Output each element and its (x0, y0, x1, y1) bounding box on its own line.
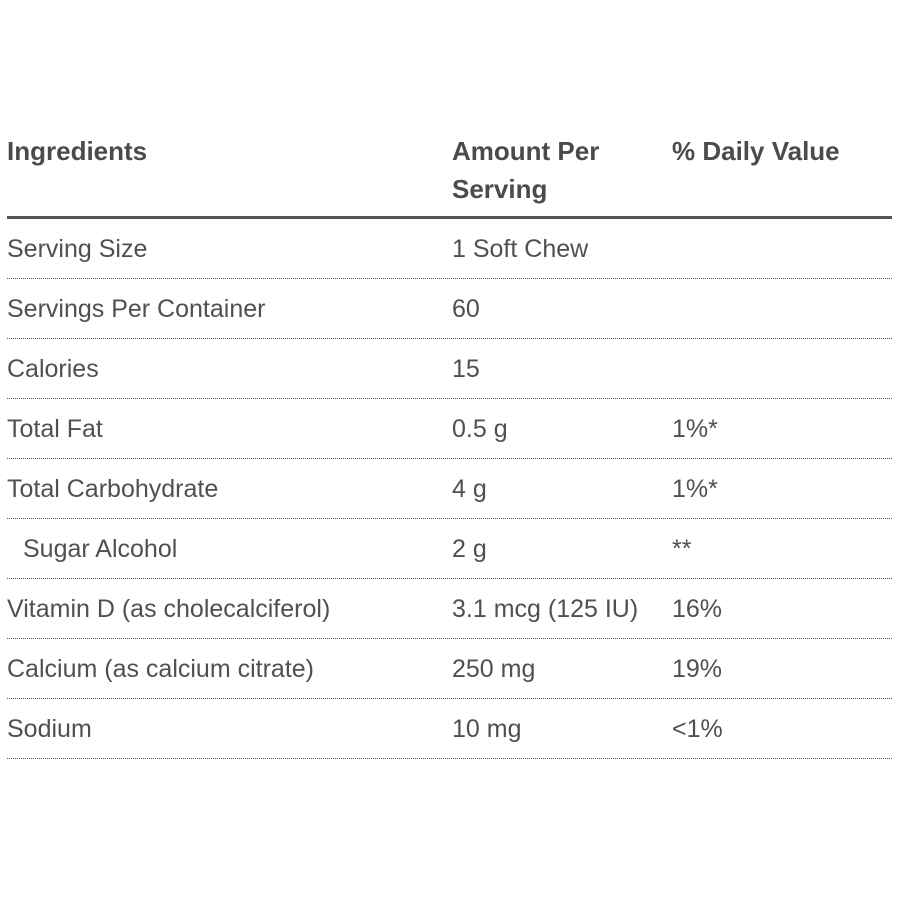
row-dv: ** (672, 535, 692, 563)
row-name: Sugar Alcohol (23, 535, 178, 563)
table-row: Total Carbohydrate 4 g 1%* (7, 459, 892, 519)
row-name: Servings Per Container (7, 295, 266, 323)
row-name: Calcium (as calcium citrate) (7, 655, 315, 683)
row-name: Total Fat (7, 415, 103, 443)
row-amount: 3.1 mcg (125 IU) (452, 595, 639, 623)
row-amount: 15 (452, 355, 480, 383)
table-row: Calories 15 (7, 339, 892, 399)
row-name: Serving Size (7, 235, 148, 263)
header-amount: Amount Per Serving (452, 136, 600, 204)
table-row: Vitamin D (as cholecalciferol) 3.1 mcg (… (7, 579, 892, 639)
row-name: Calories (7, 355, 99, 383)
row-dv: 19% (672, 655, 723, 683)
row-dv: 1%* (672, 475, 718, 503)
row-amount: 4 g (452, 475, 487, 503)
row-dv: 1%* (672, 415, 718, 443)
table-row: Sugar Alcohol 2 g ** (7, 519, 892, 579)
row-name: Vitamin D (as cholecalciferol) (7, 595, 331, 623)
header-daily-value: % Daily Value (672, 136, 840, 166)
row-amount: 60 (452, 295, 480, 323)
row-dv: <1% (672, 715, 723, 743)
row-dv: 16% (672, 595, 723, 623)
row-name: Total Carbohydrate (7, 475, 219, 503)
row-amount: 0.5 g (452, 415, 508, 443)
table-row: Servings Per Container 60 (7, 279, 892, 339)
row-name: Sodium (7, 715, 92, 743)
row-amount: 250 mg (452, 655, 536, 683)
table-row: Calcium (as calcium citrate) 250 mg 19% (7, 639, 892, 699)
row-amount: 10 mg (452, 715, 522, 743)
table-header: Ingredients Amount Per Serving % Daily V… (7, 128, 892, 219)
table-row: Serving Size 1 Soft Chew (7, 219, 892, 279)
row-amount: 2 g (452, 535, 487, 563)
table-row: Total Fat 0.5 g 1%* (7, 399, 892, 459)
header-ingredients: Ingredients (7, 136, 148, 166)
supplement-facts-table: Ingredients Amount Per Serving % Daily V… (7, 128, 892, 759)
table-row: Sodium 10 mg <1% (7, 699, 892, 759)
row-amount: 1 Soft Chew (452, 235, 589, 263)
